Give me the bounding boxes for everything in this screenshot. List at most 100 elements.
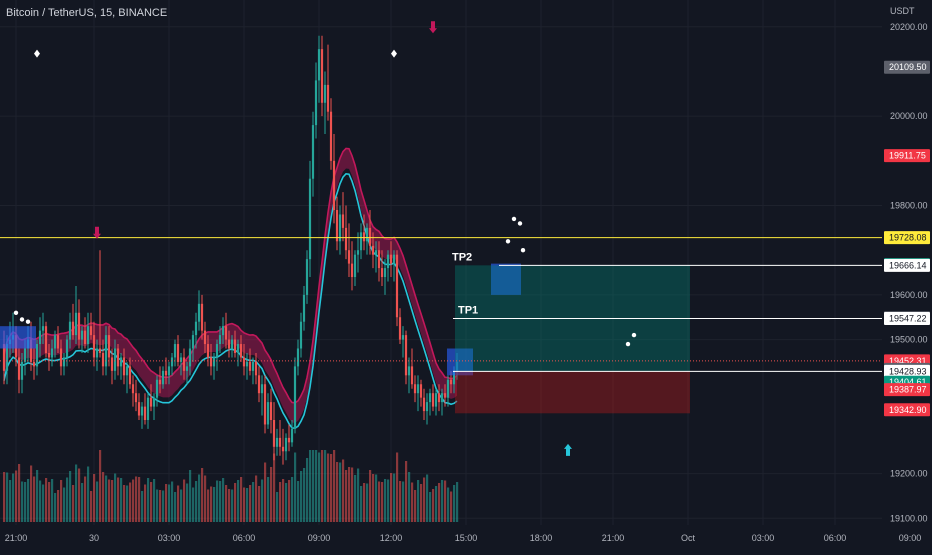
- candle-body[interactable]: [365, 227, 369, 242]
- candle-body[interactable]: [56, 335, 60, 349]
- candle-body[interactable]: [314, 80, 318, 126]
- candle-body[interactable]: [362, 232, 366, 242]
- candle-body[interactable]: [101, 352, 105, 367]
- candle-body[interactable]: [215, 344, 219, 358]
- candle-body[interactable]: [155, 379, 159, 398]
- candle-body[interactable]: [230, 339, 234, 349]
- candle-body[interactable]: [317, 49, 321, 81]
- candle-body[interactable]: [74, 312, 78, 336]
- candle-body[interactable]: [20, 361, 24, 380]
- candle-body[interactable]: [296, 348, 300, 367]
- candle-body[interactable]: [59, 348, 63, 367]
- candle-body[interactable]: [308, 178, 312, 260]
- candle-body[interactable]: [227, 339, 231, 349]
- candle-body[interactable]: [419, 384, 423, 398]
- candle-body[interactable]: [278, 437, 282, 447]
- candle-body[interactable]: [65, 339, 69, 358]
- candle-body[interactable]: [392, 254, 396, 264]
- candle-body[interactable]: [197, 303, 201, 322]
- candle-body[interactable]: [68, 321, 72, 340]
- candle-body[interactable]: [182, 357, 186, 371]
- candle-body[interactable]: [407, 366, 411, 376]
- candle-body[interactable]: [320, 49, 324, 103]
- candle-body[interactable]: [254, 361, 258, 376]
- candle-body[interactable]: [83, 330, 87, 345]
- candle-body[interactable]: [371, 245, 375, 255]
- candle-body[interactable]: [404, 335, 408, 376]
- candle-body[interactable]: [224, 326, 228, 340]
- candle-body[interactable]: [113, 348, 117, 371]
- candle-body[interactable]: [374, 250, 378, 255]
- candle-body[interactable]: [260, 384, 264, 394]
- candle-body[interactable]: [401, 335, 405, 340]
- candle-body[interactable]: [437, 393, 441, 403]
- candle-body[interactable]: [269, 402, 273, 420]
- candle-body[interactable]: [257, 375, 261, 394]
- candle-body[interactable]: [152, 397, 156, 407]
- candle-body[interactable]: [299, 321, 303, 349]
- candle-body[interactable]: [23, 348, 27, 362]
- candle-body[interactable]: [248, 361, 252, 371]
- candle-body[interactable]: [275, 437, 279, 447]
- candle-body[interactable]: [131, 384, 135, 394]
- candle-body[interactable]: [293, 366, 297, 429]
- candle-body[interactable]: [449, 379, 453, 385]
- candle-body[interactable]: [443, 393, 447, 398]
- candle-body[interactable]: [212, 357, 216, 367]
- candle-body[interactable]: [203, 330, 207, 345]
- candle-body[interactable]: [77, 312, 81, 340]
- candle-body[interactable]: [161, 370, 165, 385]
- candle-body[interactable]: [272, 420, 276, 447]
- candle-body[interactable]: [245, 361, 249, 367]
- candle-body[interactable]: [32, 361, 36, 367]
- candle-body[interactable]: [167, 366, 171, 376]
- candle-body[interactable]: [38, 330, 42, 345]
- candle-body[interactable]: [122, 357, 126, 376]
- candle-body[interactable]: [29, 339, 33, 362]
- candle-body[interactable]: [179, 357, 183, 362]
- candle-body[interactable]: [332, 160, 336, 210]
- candle-body[interactable]: [290, 428, 294, 443]
- candle-body[interactable]: [338, 214, 342, 242]
- candle-body[interactable]: [86, 326, 90, 345]
- candle-body[interactable]: [80, 330, 84, 340]
- candle-body[interactable]: [440, 393, 444, 403]
- candle-body[interactable]: [239, 344, 243, 358]
- candle-body[interactable]: [350, 263, 354, 278]
- candle-body[interactable]: [206, 344, 210, 358]
- candle-body[interactable]: [380, 268, 384, 278]
- candle-body[interactable]: [140, 406, 144, 416]
- candle-body[interactable]: [5, 344, 9, 371]
- candle-body[interactable]: [251, 361, 255, 371]
- candle-body[interactable]: [176, 344, 180, 362]
- candle-body[interactable]: [326, 84, 330, 112]
- candle-body[interactable]: [188, 348, 192, 367]
- candle-body[interactable]: [134, 393, 138, 403]
- candle-body[interactable]: [398, 317, 402, 340]
- candle-body[interactable]: [146, 397, 150, 420]
- candle-body[interactable]: [119, 357, 123, 367]
- candle-body[interactable]: [47, 352, 51, 358]
- candle-body[interactable]: [53, 335, 57, 349]
- candle-body[interactable]: [416, 384, 420, 394]
- candle-body[interactable]: [323, 84, 327, 103]
- candle-body[interactable]: [425, 402, 429, 412]
- candle-body[interactable]: [44, 326, 48, 353]
- candle-body[interactable]: [311, 125, 315, 179]
- candle-body[interactable]: [98, 348, 102, 353]
- candle-body[interactable]: [95, 348, 99, 358]
- candle-body[interactable]: [218, 335, 222, 345]
- candle-body[interactable]: [125, 366, 129, 376]
- candle-body[interactable]: [422, 397, 426, 412]
- candle-body[interactable]: [35, 344, 39, 367]
- candle-body[interactable]: [158, 379, 162, 385]
- candle-body[interactable]: [287, 437, 291, 443]
- candle-body[interactable]: [62, 357, 66, 367]
- candle-body[interactable]: [428, 393, 432, 403]
- candle-body[interactable]: [173, 344, 177, 358]
- candle-body[interactable]: [446, 379, 450, 398]
- candle-body[interactable]: [302, 294, 306, 322]
- candle-body[interactable]: [395, 254, 399, 318]
